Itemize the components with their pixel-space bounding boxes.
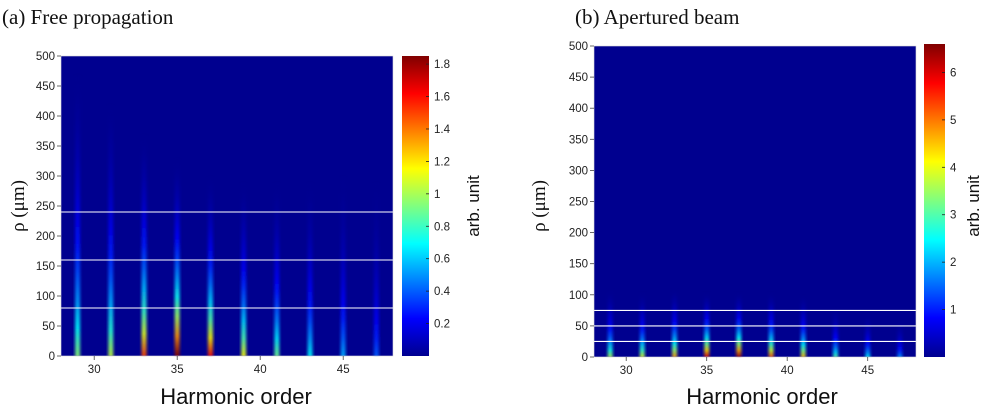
colorbar-tick-label: 0.8 [434, 221, 450, 233]
harmonic-band-35 [704, 291, 709, 357]
harmonic-bands-a [75, 74, 379, 356]
colorbar-tick-label: 1.4 [434, 124, 451, 136]
y-ticks-b: 0 50 100 150 200 250 300 350 400 450 500 [569, 41, 594, 364]
y-tick-label: 300 [36, 171, 55, 183]
colorbar-tick-label: 1.8 [434, 59, 450, 71]
panel-b-label: (b) Apertured beam [575, 5, 739, 29]
harmonic-band-39 [768, 291, 774, 357]
harmonic-band-29 [607, 288, 613, 357]
y-tick-label: 400 [36, 111, 55, 123]
y-tick-label: 150 [569, 259, 588, 271]
reference-lines-b [594, 309, 916, 342]
colorbar-tick-label: 0.2 [434, 319, 450, 331]
colorbar-tick-label: 1 [434, 189, 440, 201]
harmonic-band-47 [374, 182, 379, 356]
colorbar-ticks-a: 0.2 0.4 0.6 0.8 1 1.2 1.4 1.6 1.8 [426, 59, 451, 331]
x-axis-title-a: Harmonic order [160, 384, 312, 409]
y-tick-label: 50 [575, 321, 588, 333]
panel-b: (b) Apertured beam 050100150200250300350… [529, 5, 983, 409]
x-tick-label: 45 [337, 364, 350, 376]
colorbar-a [402, 56, 429, 356]
colorbar-tick-label: 1.6 [434, 92, 450, 104]
colorbar-b [924, 44, 945, 357]
y-tick-label: 500 [569, 41, 588, 53]
x-axis-title-b: Harmonic order [686, 384, 838, 409]
x-tick-label: 40 [254, 364, 267, 376]
harmonic-band-43 [307, 182, 313, 356]
harmonic-band-37 [736, 291, 742, 357]
x-tick-label: 45 [861, 365, 874, 377]
harmonic-band-33 [141, 134, 147, 356]
y-tick-label: 250 [569, 197, 588, 209]
x-ticks-b: 30 35 40 45 [620, 357, 874, 377]
y-axis-title-b: ρ (μm) [529, 180, 550, 232]
colorbar-tick-label: 3 [950, 210, 956, 222]
x-ticks-a: 30 35 40 45 [88, 356, 350, 376]
harmonic-band-45 [340, 176, 346, 356]
colorbar-tick-label: 0.6 [434, 254, 450, 266]
colorbar-tick-label: 1.2 [434, 156, 450, 168]
y-tick-label: 100 [36, 291, 55, 303]
y-tick-label: 250 [36, 201, 55, 213]
x-tick-label: 30 [620, 365, 633, 377]
y-tick-label: 200 [36, 231, 55, 243]
harmonic-band-39 [241, 182, 246, 356]
colorbar-title-b: arb. unit [964, 175, 983, 237]
x-tick-label: 35 [700, 365, 713, 377]
y-tick-label: 0 [49, 351, 55, 363]
panel-a: (a) Free propagation 0 50 100 150 200 250 300 3… [2, 5, 483, 409]
colorbar-ticks-b: 1 2 3 4 5 6 [942, 67, 957, 317]
harmonic-band-29 [75, 74, 80, 356]
colorbar-tick-label: 2 [950, 257, 956, 269]
y-tick-label: 200 [569, 228, 588, 240]
reference-lines-a [61, 211, 393, 309]
colorbar-tick-label: 5 [950, 115, 956, 127]
y-tick-label: 400 [569, 103, 588, 115]
y-tick-label: 0 [582, 352, 588, 364]
y-axis-title-a: ρ (μm) [8, 180, 29, 232]
y-tick-label: 450 [569, 72, 588, 84]
harmonic-band-31 [640, 291, 645, 357]
plot-area-a [61, 56, 393, 356]
colorbar-tick-label: 0.4 [434, 286, 451, 298]
y-tick-label: 350 [36, 141, 55, 153]
plot-area-b [594, 46, 916, 357]
harmonic-band-43 [833, 307, 838, 357]
colorbar-tick-label: 6 [950, 67, 956, 79]
x-tick-label: 35 [171, 364, 184, 376]
x-tick-label: 40 [781, 365, 794, 377]
y-tick-label: 100 [569, 290, 588, 302]
harmonic-band-37 [208, 176, 213, 356]
colorbar-title-a: arb. unit [464, 175, 483, 237]
y-tick-label: 450 [36, 81, 55, 93]
harmonic-band-47 [897, 319, 903, 357]
y-tick-label: 500 [36, 51, 55, 63]
x-tick-label: 30 [88, 364, 101, 376]
y-tick-label: 50 [42, 321, 55, 333]
harmonic-band-45 [865, 313, 870, 357]
y-tick-label: 150 [36, 261, 55, 273]
harmonic-band-35 [174, 158, 180, 356]
harmonic-band-41 [274, 182, 280, 356]
colorbar-tick-label: 4 [950, 162, 957, 174]
colorbar-tick-label: 1 [950, 305, 956, 317]
harmonic-band-31 [108, 104, 113, 356]
harmonic-band-33 [672, 288, 677, 357]
y-ticks-a: 0 50 100 150 200 250 300 350 400 450 500 [36, 51, 61, 363]
y-tick-label: 350 [569, 134, 588, 146]
panel-a-label: (a) Free propagation [2, 5, 174, 29]
y-tick-label: 300 [569, 165, 588, 177]
